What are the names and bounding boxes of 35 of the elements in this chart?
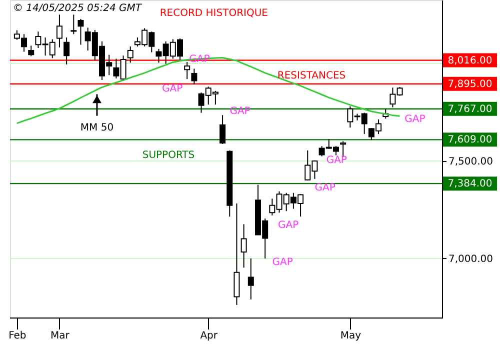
y-tick-label: 7,000.00: [448, 254, 494, 265]
line-series: [16, 56, 401, 124]
candlestick: [127, 46, 134, 64]
text: GAP: [404, 114, 426, 125]
x-tick-label: Mar: [50, 330, 70, 342]
candlestick: [184, 62, 190, 80]
ref-line-label: 7,384.00: [448, 178, 492, 190]
ref-line-label: 7,767.00: [448, 104, 492, 115]
candlestick: [220, 114, 226, 144]
candlestick: [64, 36, 70, 65]
annotation: GAP: [326, 154, 347, 166]
annotation: GAP: [189, 54, 210, 65]
candlestick: [248, 258, 254, 300]
ref-line-label: 8,016.00: [448, 55, 492, 66]
y-tick-label: 7,500.00: [448, 156, 494, 168]
annotation: RECORD HISTORIQUE: [160, 8, 268, 19]
candlestick: [240, 224, 247, 268]
ref-line-label: 7,609.00: [448, 134, 492, 146]
x-tick-label: May: [340, 330, 362, 342]
x-tick-label: Feb: [8, 330, 26, 342]
annotation: GAP: [162, 83, 183, 94]
chart-title: © 14/05/2025 05:24 GMT: [13, 3, 142, 14]
annotation: GAP: [272, 257, 293, 268]
candlestick: [191, 68, 198, 85]
candlestick: [78, 18, 84, 46]
annotation: MM 50: [80, 122, 114, 134]
annotation: GAP: [314, 182, 336, 194]
x-tick-label: Apr: [200, 330, 218, 342]
annotation: GAP: [278, 220, 299, 231]
candlestick: [56, 14, 62, 48]
annotation: RESISTANCES: [277, 70, 346, 82]
candlestick: [28, 45, 34, 57]
annotation: SUPPORTS: [142, 150, 195, 162]
candlestick: [70, 14, 77, 35]
ref-line-label: 7,895.00: [448, 78, 492, 90]
